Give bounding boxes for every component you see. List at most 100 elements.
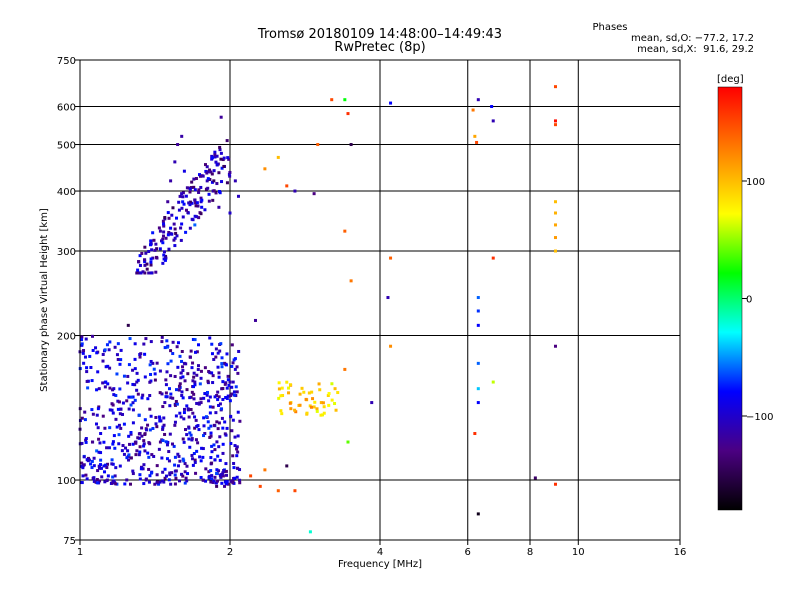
echo-point (143, 271, 147, 275)
echo-point (184, 476, 188, 480)
echo-point (190, 390, 194, 394)
echo-point (249, 474, 253, 478)
echo-point (230, 385, 234, 389)
echo-point (182, 459, 186, 463)
echo-point (113, 446, 117, 450)
echo-point (181, 375, 185, 379)
echo-point (476, 296, 480, 300)
echo-point (210, 474, 214, 478)
echo-point (155, 361, 159, 365)
echo-point (308, 530, 312, 534)
echo-point (94, 346, 98, 350)
echo-point (150, 453, 154, 457)
echo-point (225, 139, 229, 143)
echo-point (185, 186, 189, 190)
echo-point (334, 408, 338, 412)
echo-point (175, 234, 179, 238)
echo-point (193, 214, 197, 218)
echo-point (553, 249, 557, 253)
echo-point (346, 440, 350, 444)
echo-point (108, 386, 112, 390)
echo-point (95, 351, 99, 355)
y-tick-label: 750 (57, 56, 76, 67)
echo-point (164, 383, 168, 387)
echo-point (224, 381, 228, 385)
echo-point (120, 449, 124, 453)
echo-point (154, 415, 158, 419)
echo-point (235, 390, 239, 394)
echo-point (140, 426, 144, 430)
echo-point (205, 179, 209, 183)
echo-point (128, 337, 132, 341)
echo-point (189, 407, 193, 411)
echo-point (207, 192, 211, 196)
echo-point (193, 460, 197, 464)
echo-point (285, 464, 289, 468)
echo-point (90, 459, 94, 463)
echo-point (230, 392, 234, 396)
echo-point (218, 349, 222, 353)
echo-point (180, 349, 184, 353)
echo-point (194, 201, 198, 205)
echo-point (178, 382, 182, 386)
echo-point (114, 482, 118, 486)
echo-point (163, 346, 167, 350)
echo-point (180, 390, 184, 394)
echo-point (221, 387, 225, 391)
echo-point (123, 482, 127, 486)
echo-point (81, 474, 85, 478)
echo-point (161, 219, 165, 223)
echo-point (161, 427, 165, 431)
echo-point (179, 371, 183, 375)
echo-point (168, 471, 172, 475)
echo-point (172, 238, 176, 242)
echo-point (229, 414, 233, 418)
echo-point (190, 366, 194, 370)
echo-point (184, 362, 188, 366)
echo-point (213, 155, 217, 159)
echo-point (155, 473, 159, 477)
echo-point (138, 450, 142, 454)
echo-point (215, 182, 219, 186)
echo-point (211, 480, 215, 484)
echo-point (80, 481, 84, 485)
echo-point (553, 200, 557, 204)
echo-point (121, 401, 125, 405)
echo-point (162, 416, 166, 420)
echo-point (171, 396, 175, 400)
echo-point (188, 190, 192, 194)
echo-point (212, 179, 216, 183)
echo-point (389, 101, 393, 105)
echo-point (177, 454, 181, 458)
echo-point (236, 410, 240, 414)
echo-point (84, 337, 88, 341)
echo-point (165, 370, 169, 374)
echo-point (127, 363, 131, 367)
echo-point (167, 478, 171, 482)
echo-point (228, 174, 232, 178)
echo-point (208, 371, 212, 375)
echo-point (183, 481, 187, 485)
echo-point (185, 464, 189, 468)
echo-point (128, 482, 132, 486)
echo-point (218, 145, 222, 149)
echo-point (178, 479, 182, 483)
echo-point (193, 223, 197, 227)
echo-point (174, 469, 178, 473)
echo-point (193, 380, 197, 384)
echo-point (195, 215, 199, 219)
echo-point (125, 399, 129, 403)
echo-point (149, 471, 153, 475)
echo-point (167, 387, 171, 391)
echo-point (180, 222, 184, 226)
echo-point (106, 474, 110, 478)
echo-point (217, 371, 221, 375)
echo-point (343, 367, 347, 371)
echo-point (180, 359, 184, 363)
echo-point (221, 471, 225, 475)
echo-point (162, 253, 166, 257)
echo-point (207, 470, 211, 474)
echo-point (202, 416, 206, 420)
echo-point (180, 192, 184, 196)
echo-point (133, 342, 137, 346)
